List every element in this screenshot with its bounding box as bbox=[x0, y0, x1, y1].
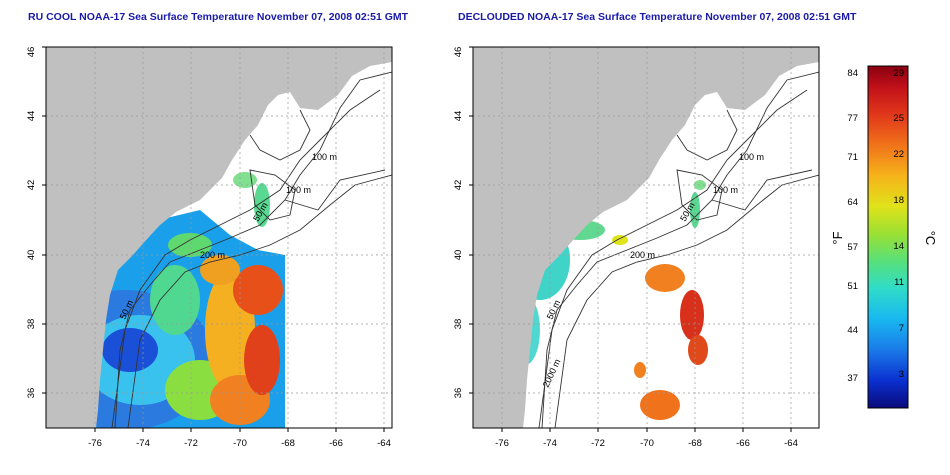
left-lon-tick: -64 bbox=[377, 438, 391, 449]
left-lat-tick: 40 bbox=[26, 250, 37, 261]
left-bathymetry-contours bbox=[111, 71, 392, 428]
right-graticule bbox=[473, 47, 819, 428]
left-contour-label: 100 m bbox=[286, 185, 311, 195]
colorbar-celsius-label: °C bbox=[923, 231, 938, 246]
left-lon-tick: -66 bbox=[329, 438, 343, 449]
right-bathymetry-contours bbox=[538, 71, 819, 428]
right-contour-label: 200 m bbox=[630, 250, 655, 260]
colorbar-c-tick: 25 bbox=[893, 113, 904, 124]
left-lon-tick: -68 bbox=[281, 438, 295, 449]
colorbar-c-tick: 14 bbox=[893, 241, 904, 252]
left-contour-label: 200 m bbox=[200, 250, 225, 260]
right-lat-tick: 46 bbox=[453, 47, 464, 58]
left-lat-tick: 44 bbox=[26, 111, 37, 122]
right-lat-tick: 44 bbox=[453, 111, 464, 122]
right-land bbox=[473, 47, 819, 428]
colorbar-c-tick: 18 bbox=[893, 195, 904, 206]
right-lat-tick: 38 bbox=[453, 319, 464, 330]
colorbar-f-tick: 57 bbox=[847, 242, 858, 253]
left-contour-label: 100 m bbox=[312, 152, 337, 162]
right-lat-tick: 42 bbox=[453, 180, 464, 191]
left-lat-tick: 36 bbox=[26, 388, 37, 399]
left-map-panel: 100 m 100 m 50 m 200 m 50 m -76 -74 -72 … bbox=[26, 46, 393, 449]
left-lon-tick: -74 bbox=[136, 438, 150, 449]
colorbar: 84 77 71 64 57 51 44 37 29 25 22 18 14 1… bbox=[830, 65, 938, 409]
right-lon-tick: -70 bbox=[640, 438, 654, 449]
left-land bbox=[46, 47, 392, 428]
right-map-title: DECLOUDED NOAA-17 Sea Surface Temperatur… bbox=[458, 11, 857, 23]
colorbar-f-tick: 51 bbox=[847, 281, 858, 292]
colorbar-c-tick: 11 bbox=[894, 277, 904, 288]
right-lat-tick: 36 bbox=[453, 388, 464, 399]
colorbar-c-tick: 29 bbox=[893, 68, 904, 79]
left-lon-tick: -72 bbox=[184, 438, 198, 449]
right-lon-tick: -72 bbox=[591, 438, 605, 449]
right-lat-tick: 40 bbox=[453, 250, 464, 261]
right-lon-tick: -74 bbox=[543, 438, 557, 449]
right-map-panel: 100 m 100 m 50 m 200 m 50 m 2000 m -76 -… bbox=[453, 46, 820, 449]
right-contour-label: 100 m bbox=[713, 185, 738, 195]
colorbar-c-tick: 3 bbox=[899, 369, 904, 380]
colorbar-f-tick: 64 bbox=[847, 197, 858, 208]
left-lat-tick: 42 bbox=[26, 180, 37, 191]
colorbar-fahrenheit-label: °F bbox=[830, 231, 845, 244]
colorbar-f-tick: 44 bbox=[847, 325, 858, 336]
right-lon-tick: -66 bbox=[736, 438, 750, 449]
colorbar-f-tick: 71 bbox=[847, 152, 858, 163]
left-lat-tick: 46 bbox=[26, 47, 37, 58]
left-lon-tick: -70 bbox=[233, 438, 247, 449]
right-lon-tick: -68 bbox=[688, 438, 702, 449]
colorbar-f-tick: 84 bbox=[847, 68, 858, 79]
left-lon-tick: -76 bbox=[88, 438, 102, 449]
right-lon-tick: -64 bbox=[784, 438, 798, 449]
colorbar-gradient bbox=[867, 65, 909, 409]
colorbar-f-tick: 37 bbox=[847, 373, 858, 384]
right-contour-label: 100 m bbox=[739, 152, 764, 162]
colorbar-c-tick: 22 bbox=[893, 149, 904, 160]
right-lon-tick: -76 bbox=[495, 438, 509, 449]
colorbar-c-tick: 7 bbox=[899, 323, 904, 334]
left-graticule bbox=[46, 47, 392, 428]
left-lat-tick: 38 bbox=[26, 319, 37, 330]
left-map-title: RU COOL NOAA-17 Sea Surface Temperature … bbox=[28, 11, 409, 23]
colorbar-f-tick: 77 bbox=[847, 113, 858, 124]
